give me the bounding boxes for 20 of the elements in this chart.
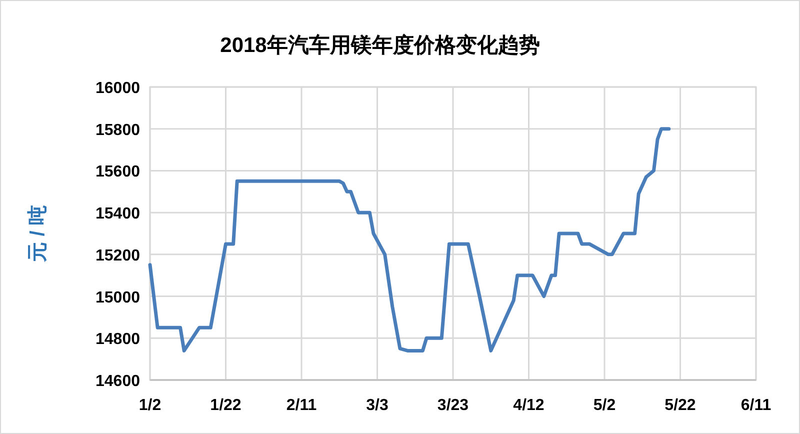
y-tick-label: 15000	[96, 289, 140, 306]
x-tick-label: 1/22	[210, 397, 242, 414]
y-tick-label: 15600	[96, 164, 140, 181]
x-tick-label: 5/22	[664, 397, 696, 414]
x-tick-label: 4/12	[513, 397, 544, 414]
y-tick-label: 14800	[96, 331, 140, 348]
y-tick-label: 15200	[96, 247, 140, 264]
x-tick-label: 2/11	[286, 397, 317, 414]
x-tick-label: 6/11	[740, 397, 772, 414]
y-tick-label: 15800	[96, 122, 140, 139]
y-axis-title: 元 / 吨	[27, 205, 49, 263]
x-tick-label: 5/2	[593, 397, 616, 414]
y-tick-label: 15400	[96, 206, 140, 223]
x-tick-label: 1/2	[138, 397, 162, 414]
y-tick-label: 16000	[96, 80, 140, 97]
y-tick-label: 14600	[96, 373, 140, 390]
line-series	[148, 127, 671, 352]
x-tick-label: 3/3	[366, 397, 388, 414]
x-tick-label: 3/23	[437, 397, 469, 414]
chart-title: 2018年汽车用镁年度价格变化趋势	[220, 33, 540, 57]
